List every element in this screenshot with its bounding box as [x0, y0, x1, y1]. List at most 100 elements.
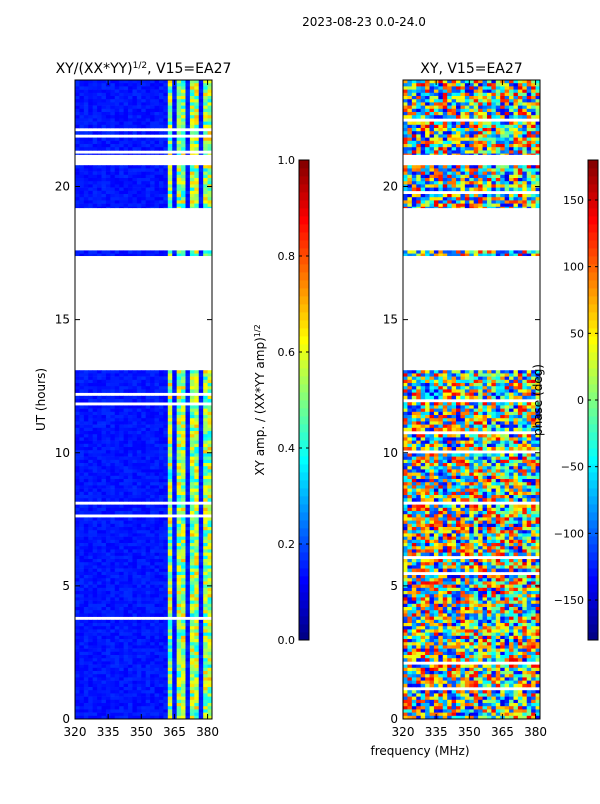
heatmap-cell: [106, 521, 111, 525]
heatmap-cell: [97, 633, 102, 637]
heatmap-cell: [163, 466, 168, 470]
heatmap-cell: [75, 96, 80, 100]
heatmap-cell: [79, 447, 84, 451]
heatmap-cell: [97, 588, 102, 592]
heatmap-cell: [84, 665, 89, 669]
heatmap-cell: [137, 447, 142, 451]
heatmap-cell: [141, 118, 146, 122]
heatmap-cell: [88, 377, 93, 381]
heatmap-cell: [159, 674, 164, 678]
heatmap-cell: [190, 106, 195, 110]
heatmap-cell: [199, 434, 204, 438]
heatmap-cell: [163, 604, 168, 608]
heatmap-cell: [513, 393, 518, 397]
heatmap-cell: [79, 623, 84, 627]
heatmap-cell: [172, 658, 177, 662]
heatmap-cell: [84, 492, 89, 496]
heatmap-cell: [102, 540, 107, 544]
heatmap-cell: [181, 377, 186, 381]
heatmap-cell: [199, 629, 204, 633]
heatmap-cell: [132, 543, 137, 547]
heatmap-cell: [93, 524, 98, 528]
heatmap-cell: [172, 460, 177, 464]
heatmap-cell: [124, 537, 129, 541]
heatmap-cell: [106, 409, 111, 413]
heatmap-cell: [146, 396, 151, 400]
heatmap-cell: [84, 106, 89, 110]
heatmap-cell: [190, 626, 195, 630]
heatmap-cell: [102, 498, 107, 502]
heatmap-cell: [177, 450, 182, 454]
heatmap-cell: [194, 80, 199, 84]
heatmap-cell: [115, 629, 120, 633]
heatmap-cell: [199, 172, 204, 176]
heatmap-cell: [93, 610, 98, 614]
heatmap-cell: [106, 466, 111, 470]
heatmap-cell: [155, 610, 160, 614]
heatmap-cell: [102, 658, 107, 662]
heatmap-cell: [146, 141, 151, 145]
heatmap-cell: [79, 93, 84, 97]
heatmap-cell: [163, 399, 168, 403]
heatmap-cell: [168, 122, 173, 126]
heatmap-cell: [500, 396, 505, 400]
heatmap-cell: [185, 553, 190, 557]
heatmap-cell: [203, 690, 208, 694]
heatmap-cell: [181, 421, 186, 425]
heatmap-cell: [115, 447, 120, 451]
heatmap-cell: [93, 556, 98, 560]
heatmap-cell: [190, 537, 195, 541]
heatmap-cell: [203, 457, 208, 461]
heatmap-cell: [416, 389, 421, 393]
heatmap-cell: [172, 373, 177, 377]
heatmap-cell: [115, 677, 120, 681]
heatmap-cell: [199, 469, 204, 473]
heatmap-cell: [137, 191, 142, 195]
heatmap-cell: [97, 383, 102, 387]
heatmap-cell: [132, 540, 137, 544]
heatmap-cell: [185, 188, 190, 192]
heatmap-cell: [509, 396, 514, 400]
heatmap-cell: [168, 90, 173, 94]
heatmap-cell: [97, 450, 102, 454]
heatmap-cell: [128, 479, 133, 483]
heatmap-cell: [163, 102, 168, 106]
heatmap-cell: [421, 377, 426, 381]
heatmap-cell: [155, 141, 160, 145]
heatmap-cell: [137, 581, 142, 585]
heatmap-cell: [128, 109, 133, 113]
heatmap-cell: [124, 165, 129, 169]
heatmap-cell: [185, 405, 190, 409]
heatmap-cell: [185, 677, 190, 681]
heatmap-cell: [97, 623, 102, 627]
heatmap-cell: [110, 254, 115, 256]
heatmap-cell: [190, 138, 195, 142]
heatmap-cell: [181, 482, 186, 486]
heatmap-cell: [155, 207, 160, 208]
heatmap-cell: [128, 559, 133, 563]
heatmap-cell: [203, 537, 208, 541]
heatmap-cell: [132, 505, 137, 509]
heatmap-cell: [79, 418, 84, 422]
heatmap-cell: [146, 537, 151, 541]
heatmap-cell: [146, 517, 151, 521]
heatmap-cell: [84, 200, 89, 204]
heatmap-cell: [199, 168, 204, 172]
heatmap-cell: [132, 524, 137, 528]
heatmap-cell: [177, 175, 182, 179]
heatmap-cell: [181, 703, 186, 707]
heatmap-cell: [132, 476, 137, 480]
heatmap-cell: [190, 543, 195, 547]
heatmap-cell: [203, 533, 208, 537]
heatmap-cell: [84, 495, 89, 499]
heatmap-cell: [447, 389, 452, 393]
heatmap-cell: [88, 521, 93, 525]
heatmap-cell: [194, 642, 199, 646]
heatmap-cell: [75, 575, 80, 579]
heatmap-cell: [75, 428, 80, 432]
heatmap-cell: [159, 543, 164, 547]
heatmap-cell: [403, 409, 408, 413]
heatmap-cell: [84, 562, 89, 566]
heatmap-cell: [75, 652, 80, 656]
heatmap-cell: [150, 106, 155, 110]
